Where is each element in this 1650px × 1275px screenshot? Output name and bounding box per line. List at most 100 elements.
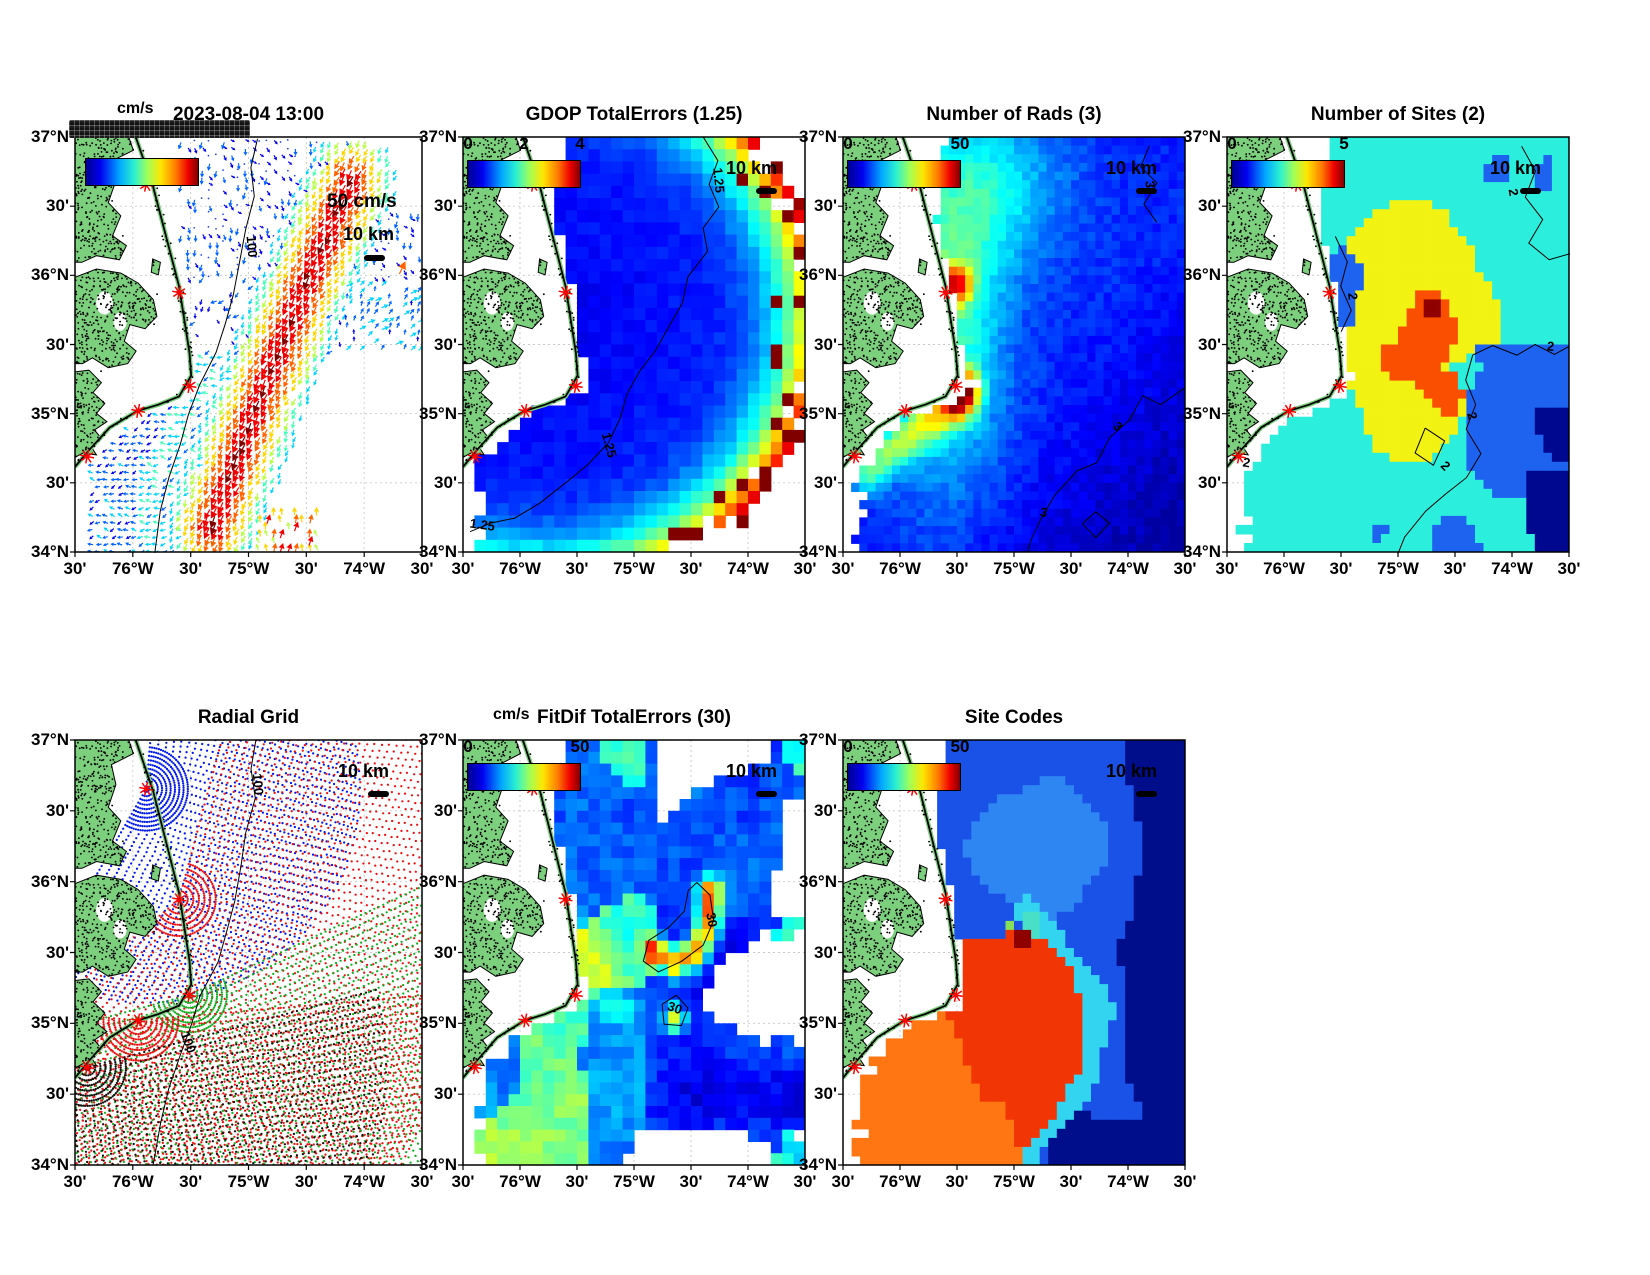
x-tick-label: 30' bbox=[945, 559, 969, 578]
colorbar-tick-label: 0 bbox=[463, 737, 473, 756]
scale-bar-label: 10 km bbox=[1106, 158, 1158, 178]
x-tick-label: 75°W bbox=[227, 559, 270, 578]
colorbar-tick-label: 0 bbox=[843, 737, 853, 756]
colorbar: 0 2 4 bbox=[463, 134, 585, 188]
x-tick-label: 30' bbox=[451, 559, 475, 578]
x-tick-label: 30' bbox=[945, 1172, 969, 1191]
y-tick-label: 35°N bbox=[799, 403, 837, 423]
x-tick-label: 30' bbox=[1443, 559, 1467, 578]
x-tick-label: 30' bbox=[679, 559, 703, 578]
x-tick-label: 74°W bbox=[727, 559, 769, 578]
svg-text:2: 2 bbox=[1464, 411, 1480, 422]
colorbar-tick-label: 50 bbox=[570, 737, 590, 756]
panel-radial-grid: Radial Grid 100 100 10 km 37°N 30' 36°N 30' 3… bbox=[31, 707, 433, 1191]
x-tick-label: 30' bbox=[1059, 559, 1083, 578]
y-tick-label: 35°N bbox=[419, 403, 457, 423]
scale-bar-label: 10 km bbox=[726, 158, 778, 178]
x-tick-label: 30' bbox=[565, 559, 589, 578]
y-tick-label: 30' bbox=[434, 196, 457, 216]
svg-text:1.25: 1.25 bbox=[599, 431, 620, 459]
scale-bar bbox=[756, 791, 777, 797]
scale-bar-label: 10 km bbox=[1490, 158, 1542, 178]
y-tick-label: 36°N bbox=[31, 871, 69, 891]
x-tick-label: 76°W bbox=[111, 559, 154, 578]
y-tick-label: 30' bbox=[814, 800, 837, 820]
y-tick-label: 30' bbox=[1198, 472, 1221, 492]
y-tick-label: 30' bbox=[434, 334, 457, 354]
y-tick-label: 34°N bbox=[31, 1155, 69, 1174]
svg-text:1.25: 1.25 bbox=[469, 516, 496, 534]
map-canvas bbox=[838, 739, 1186, 1170]
x-tick-label: 30' bbox=[179, 1172, 203, 1191]
x-tick-label: 76°W bbox=[111, 1172, 154, 1191]
y-tick-label: 30' bbox=[814, 942, 837, 962]
y-tick-label: 30' bbox=[46, 1084, 69, 1104]
panel-surface-currents: cm/s 2023-08-04 13:00 100 50 cm/s 10 km … bbox=[31, 100, 433, 578]
svg-text:100: 100 bbox=[244, 235, 261, 258]
x-tick-label: 75°W bbox=[613, 559, 655, 578]
y-tick-label: 35°N bbox=[31, 403, 69, 423]
colorbar: 0 50 bbox=[843, 134, 969, 188]
y-tick-label: 35°N bbox=[419, 1013, 457, 1033]
svg-text:100: 100 bbox=[250, 773, 267, 796]
y-tick-label: 37°N bbox=[799, 127, 837, 146]
x-tick-label: 75°W bbox=[993, 1172, 1035, 1191]
y-tick-label: 30' bbox=[46, 942, 69, 962]
colorbar-units-label: cm/s bbox=[117, 100, 154, 117]
x-tick-label: 76°W bbox=[879, 559, 921, 578]
panel-site-codes: Site Codes 0 50 10 km 37°N 30' 36°N 30' 35°N 3… bbox=[799, 707, 1196, 1191]
svg-text:2: 2 bbox=[1546, 338, 1555, 354]
y-tick-label: 30' bbox=[1198, 334, 1221, 354]
colorbar-units-label: cm/s bbox=[493, 706, 530, 723]
scale-bar-label: 10 km bbox=[338, 761, 390, 781]
x-tick-label: 30' bbox=[793, 559, 817, 578]
x-tick-label: 75°W bbox=[613, 1172, 655, 1191]
colorbar bbox=[85, 158, 199, 186]
scale-bar bbox=[1520, 188, 1541, 194]
x-tick-label: 74°W bbox=[1491, 559, 1533, 578]
y-tick-label: 30' bbox=[434, 472, 457, 492]
x-tick-label: 76°W bbox=[879, 1172, 921, 1191]
panel-title: Site Codes bbox=[964, 707, 1064, 728]
colorbar-tick-label: 0 bbox=[843, 134, 853, 153]
y-tick-label: 37°N bbox=[419, 730, 457, 749]
y-tick-label: 34°N bbox=[419, 1155, 457, 1174]
map-canvas: 333 bbox=[838, 136, 1186, 557]
y-tick-label: 34°N bbox=[1183, 542, 1221, 561]
x-tick-label: 75°W bbox=[993, 559, 1035, 578]
x-tick-label: 30' bbox=[793, 1172, 817, 1191]
x-tick-label: 30' bbox=[1557, 559, 1581, 578]
x-tick-label: 30' bbox=[63, 1172, 87, 1191]
y-tick-label: 37°N bbox=[31, 127, 69, 146]
x-tick-label: 30' bbox=[451, 1172, 475, 1191]
y-tick-label: 34°N bbox=[31, 542, 69, 561]
y-tick-label: 30' bbox=[814, 334, 837, 354]
y-tick-label: 36°N bbox=[419, 871, 457, 891]
svg-text:30: 30 bbox=[666, 998, 685, 1017]
panel-title: FitDif TotalErrors (30) bbox=[537, 707, 731, 728]
colorbar: 0 50 bbox=[843, 737, 969, 791]
panel-gdop-total-errors: GDOP TotalErrors (1.25) 1.25 1.25 1.25 0 2 4… bbox=[419, 104, 816, 578]
map-canvas: 100 100 bbox=[70, 739, 423, 1170]
y-tick-label: 35°N bbox=[31, 1013, 69, 1033]
x-tick-label: 30' bbox=[1215, 559, 1239, 578]
y-tick-label: 34°N bbox=[799, 1155, 837, 1174]
x-tick-label: 30' bbox=[679, 1172, 703, 1191]
colorbar-tick-label: 0 bbox=[1227, 134, 1237, 153]
scale-bar bbox=[756, 188, 777, 194]
y-tick-label: 37°N bbox=[419, 127, 457, 146]
y-tick-label: 30' bbox=[434, 1084, 457, 1104]
colorbar-tick-label: 50 bbox=[950, 134, 970, 153]
y-tick-label: 34°N bbox=[419, 542, 457, 561]
x-tick-label: 75°W bbox=[227, 1172, 270, 1191]
x-tick-label: 30' bbox=[410, 559, 434, 578]
colorbar: 0 50 bbox=[463, 737, 589, 791]
y-tick-label: 37°N bbox=[799, 730, 837, 749]
colorbar-tick-label: 50 bbox=[950, 737, 970, 756]
svg-text:30: 30 bbox=[703, 911, 720, 928]
scale-bar bbox=[364, 255, 385, 261]
y-tick-label: 36°N bbox=[1183, 265, 1221, 285]
